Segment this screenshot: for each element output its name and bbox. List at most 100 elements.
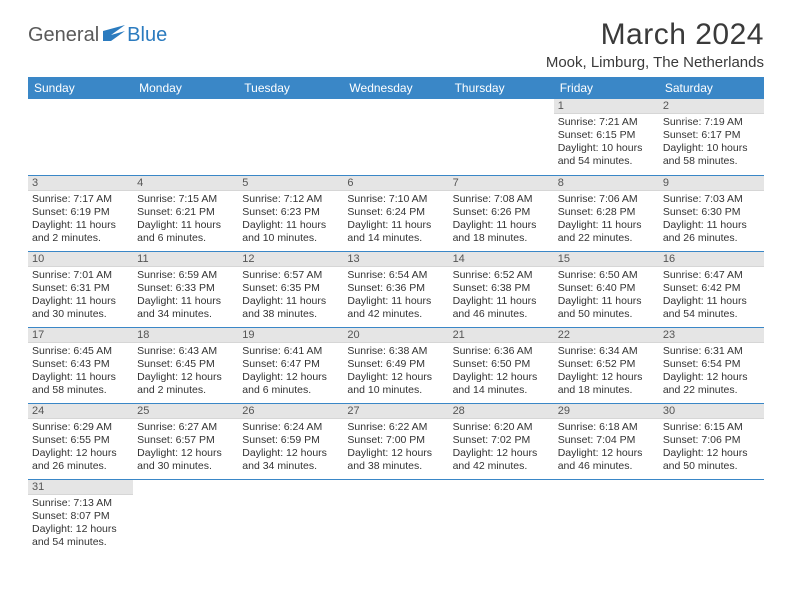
calendar-empty-cell [28, 99, 133, 175]
calendar-empty-cell [133, 99, 238, 175]
sunrise-line: Sunrise: 6:22 AM [347, 421, 444, 434]
weekday-header-row: SundayMondayTuesdayWednesdayThursdayFrid… [28, 77, 764, 99]
sunset-line: Sunset: 6:52 PM [558, 358, 655, 371]
calendar-day-cell: 12Sunrise: 6:57 AMSunset: 6:35 PMDayligh… [238, 251, 343, 327]
day-details: Sunrise: 6:57 AMSunset: 6:35 PMDaylight:… [238, 267, 343, 325]
day-details: Sunrise: 6:54 AMSunset: 6:36 PMDaylight:… [343, 267, 448, 325]
day-details: Sunrise: 7:15 AMSunset: 6:21 PMDaylight:… [133, 191, 238, 249]
calendar-day-cell: 19Sunrise: 6:41 AMSunset: 6:47 PMDayligh… [238, 327, 343, 403]
day-number: 12 [238, 252, 343, 267]
sunrise-line: Sunrise: 7:03 AM [663, 193, 760, 206]
daylight-line: Daylight: 11 hours [242, 219, 339, 232]
daylight-line: and 42 minutes. [453, 460, 550, 473]
weekday-header: Monday [133, 77, 238, 99]
daylight-line: and 34 minutes. [137, 308, 234, 321]
sunrise-line: Sunrise: 6:45 AM [32, 345, 129, 358]
sunrise-line: Sunrise: 6:38 AM [347, 345, 444, 358]
day-number: 11 [133, 252, 238, 267]
day-details: Sunrise: 7:03 AMSunset: 6:30 PMDaylight:… [659, 191, 764, 249]
daylight-line: Daylight: 11 hours [32, 219, 129, 232]
weekday-header: Wednesday [343, 77, 448, 99]
sunset-line: Sunset: 6:21 PM [137, 206, 234, 219]
daylight-line: and 34 minutes. [242, 460, 339, 473]
calendar-day-cell: 13Sunrise: 6:54 AMSunset: 6:36 PMDayligh… [343, 251, 448, 327]
sunrise-line: Sunrise: 6:15 AM [663, 421, 760, 434]
calendar-week-row: 1Sunrise: 7:21 AMSunset: 6:15 PMDaylight… [28, 99, 764, 175]
sunset-line: Sunset: 6:35 PM [242, 282, 339, 295]
sunrise-line: Sunrise: 7:17 AM [32, 193, 129, 206]
daylight-line: and 2 minutes. [32, 232, 129, 245]
calendar-day-cell: 30Sunrise: 6:15 AMSunset: 7:06 PMDayligh… [659, 403, 764, 479]
sunset-line: Sunset: 6:45 PM [137, 358, 234, 371]
day-number: 1 [554, 99, 659, 114]
calendar-day-cell: 8Sunrise: 7:06 AMSunset: 6:28 PMDaylight… [554, 175, 659, 251]
sunset-line: Sunset: 6:57 PM [137, 434, 234, 447]
calendar-day-cell: 26Sunrise: 6:24 AMSunset: 6:59 PMDayligh… [238, 403, 343, 479]
day-number: 7 [449, 176, 554, 191]
calendar-day-cell: 16Sunrise: 6:47 AMSunset: 6:42 PMDayligh… [659, 251, 764, 327]
day-number: 31 [28, 480, 133, 495]
sunrise-line: Sunrise: 7:15 AM [137, 193, 234, 206]
calendar-day-cell: 27Sunrise: 6:22 AMSunset: 7:00 PMDayligh… [343, 403, 448, 479]
sunset-line: Sunset: 6:15 PM [558, 129, 655, 142]
daylight-line: Daylight: 11 hours [347, 219, 444, 232]
daylight-line: and 38 minutes. [242, 308, 339, 321]
daylight-line: and 26 minutes. [663, 232, 760, 245]
day-number: 29 [554, 404, 659, 419]
sunrise-line: Sunrise: 6:54 AM [347, 269, 444, 282]
calendar-day-cell: 3Sunrise: 7:17 AMSunset: 6:19 PMDaylight… [28, 175, 133, 251]
calendar-day-cell: 6Sunrise: 7:10 AMSunset: 6:24 PMDaylight… [343, 175, 448, 251]
calendar-empty-cell [238, 479, 343, 555]
day-number: 2 [659, 99, 764, 114]
daylight-line: Daylight: 11 hours [32, 295, 129, 308]
sunrise-line: Sunrise: 7:10 AM [347, 193, 444, 206]
day-details: Sunrise: 6:27 AMSunset: 6:57 PMDaylight:… [133, 419, 238, 477]
calendar-week-row: 3Sunrise: 7:17 AMSunset: 6:19 PMDaylight… [28, 175, 764, 251]
sunset-line: Sunset: 6:40 PM [558, 282, 655, 295]
daylight-line: Daylight: 10 hours [558, 142, 655, 155]
sunset-line: Sunset: 6:54 PM [663, 358, 760, 371]
daylight-line: and 26 minutes. [32, 460, 129, 473]
day-number: 25 [133, 404, 238, 419]
day-number: 30 [659, 404, 764, 419]
sunrise-line: Sunrise: 6:43 AM [137, 345, 234, 358]
day-number: 13 [343, 252, 448, 267]
day-details: Sunrise: 6:43 AMSunset: 6:45 PMDaylight:… [133, 343, 238, 401]
daylight-line: Daylight: 12 hours [32, 523, 129, 536]
daylight-line: Daylight: 11 hours [32, 371, 129, 384]
daylight-line: Daylight: 11 hours [663, 219, 760, 232]
day-number: 27 [343, 404, 448, 419]
daylight-line: and 10 minutes. [242, 232, 339, 245]
day-number: 28 [449, 404, 554, 419]
calendar-day-cell: 4Sunrise: 7:15 AMSunset: 6:21 PMDaylight… [133, 175, 238, 251]
day-details: Sunrise: 6:15 AMSunset: 7:06 PMDaylight:… [659, 419, 764, 477]
day-details: Sunrise: 6:50 AMSunset: 6:40 PMDaylight:… [554, 267, 659, 325]
daylight-line: and 14 minutes. [347, 232, 444, 245]
day-number: 6 [343, 176, 448, 191]
sunrise-line: Sunrise: 6:24 AM [242, 421, 339, 434]
weekday-header: Saturday [659, 77, 764, 99]
daylight-line: Daylight: 11 hours [242, 295, 339, 308]
sunrise-line: Sunrise: 6:18 AM [558, 421, 655, 434]
sunrise-line: Sunrise: 6:57 AM [242, 269, 339, 282]
daylight-line: Daylight: 11 hours [663, 295, 760, 308]
calendar-day-cell: 9Sunrise: 7:03 AMSunset: 6:30 PMDaylight… [659, 175, 764, 251]
sunset-line: Sunset: 7:06 PM [663, 434, 760, 447]
daylight-line: Daylight: 12 hours [558, 447, 655, 460]
flag-icon [103, 25, 125, 46]
daylight-line: and 6 minutes. [137, 232, 234, 245]
calendar-empty-cell [449, 99, 554, 175]
daylight-line: and 46 minutes. [453, 308, 550, 321]
daylight-line: Daylight: 11 hours [453, 295, 550, 308]
day-number: 17 [28, 328, 133, 343]
calendar-table: SundayMondayTuesdayWednesdayThursdayFrid… [28, 77, 764, 555]
day-details: Sunrise: 6:29 AMSunset: 6:55 PMDaylight:… [28, 419, 133, 477]
day-details: Sunrise: 6:52 AMSunset: 6:38 PMDaylight:… [449, 267, 554, 325]
calendar-day-cell: 28Sunrise: 6:20 AMSunset: 7:02 PMDayligh… [449, 403, 554, 479]
day-details: Sunrise: 6:20 AMSunset: 7:02 PMDaylight:… [449, 419, 554, 477]
calendar-day-cell: 11Sunrise: 6:59 AMSunset: 6:33 PMDayligh… [133, 251, 238, 327]
daylight-line: and 54 minutes. [663, 308, 760, 321]
day-details: Sunrise: 7:08 AMSunset: 6:26 PMDaylight:… [449, 191, 554, 249]
sunrise-line: Sunrise: 7:06 AM [558, 193, 655, 206]
daylight-line: and 18 minutes. [453, 232, 550, 245]
